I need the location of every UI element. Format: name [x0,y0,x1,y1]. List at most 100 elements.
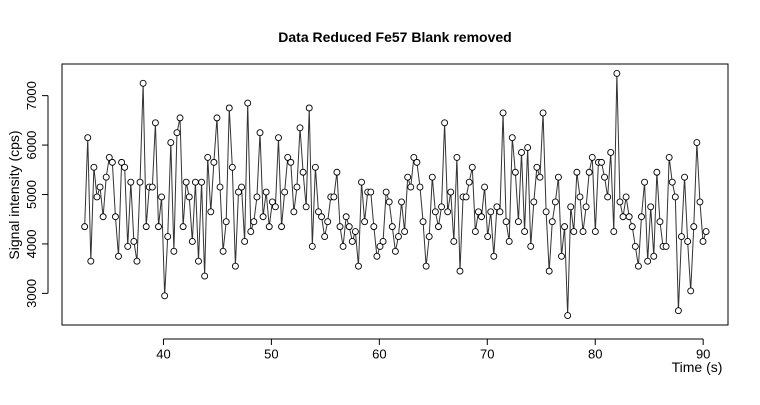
data-point [413,158,421,166]
data-point [591,228,599,236]
data-point [505,238,513,245]
data-point [444,208,452,216]
data-point [81,223,89,231]
data-point [653,168,661,176]
data-point [173,129,181,137]
data-point [370,223,378,231]
data-point [702,228,710,236]
y-tick-label: 7000 [24,81,39,110]
data-point [284,153,292,161]
x-axis-label: Time (s) [672,359,723,375]
data-point [493,203,501,211]
data-point [225,104,233,112]
data-point [302,203,310,211]
data-point [410,153,418,161]
data-point [471,228,479,236]
data-point [124,242,132,250]
data-point [625,213,633,221]
data-point [616,198,624,206]
data-point [222,218,230,226]
data-point [650,252,658,260]
data-point [662,242,670,250]
data-point [321,233,329,240]
data-point [521,228,529,236]
data-point [554,173,562,181]
data-point [570,228,578,236]
data-point [219,247,227,255]
x-tick-label: 40 [156,346,170,361]
data-point [87,257,95,265]
data-point [185,193,193,201]
x-tick-label: 70 [480,346,494,361]
data-point [99,213,107,221]
x-tick-label: 90 [696,346,710,361]
data-point [487,208,495,216]
data-point [293,183,301,191]
data-point [182,178,190,186]
data-point [93,193,101,201]
data-point [548,218,556,226]
data-point [256,129,264,137]
data-point [204,153,212,161]
data-point [530,198,538,206]
data-point [308,242,316,250]
data-point [259,213,267,221]
data-point [508,134,516,142]
data-point [268,198,276,206]
data-point [244,99,252,107]
data-point [336,223,344,231]
data-point [281,188,289,196]
data-point [111,213,119,221]
data-point [287,158,295,166]
data-point [108,158,116,166]
data-point [130,238,138,245]
data-point [96,183,104,191]
data-point [644,257,652,265]
data-point [518,149,525,156]
data-point [496,208,504,216]
data-point [118,158,126,166]
data-point [622,193,630,201]
data-point [468,163,476,171]
data-point [613,69,621,77]
data-point [536,173,544,181]
data-point [265,223,273,231]
data-point [598,158,605,166]
data-point [511,168,519,176]
data-line [84,73,707,316]
data-point [416,183,424,191]
data-point [428,173,436,181]
data-point [579,228,587,236]
data-point [588,153,596,161]
data-point [158,193,166,201]
data-point [167,139,175,147]
data-point [490,252,498,260]
data-point [419,218,427,226]
data-point [684,238,692,245]
data-point [438,203,445,211]
data-point [210,158,218,166]
y-tick-label: 6000 [24,131,39,160]
data-point [699,238,707,245]
x-tick-label: 50 [264,346,278,361]
data-point [315,208,322,216]
data-point [671,193,679,201]
data-point [690,223,698,231]
data-point [358,178,365,186]
data-point [84,134,92,142]
data-point [305,104,313,112]
data-point [139,79,147,87]
data-point [425,233,433,240]
data-point [247,228,255,236]
data-point [545,267,553,275]
data-point [351,228,359,236]
data-point [656,218,664,226]
data-point [271,203,279,211]
data-point [647,203,655,211]
data-point [447,188,455,196]
data-point [250,218,258,226]
data-point [278,223,286,231]
data-point [238,183,246,191]
data-point [481,183,489,191]
data-point [398,198,405,206]
